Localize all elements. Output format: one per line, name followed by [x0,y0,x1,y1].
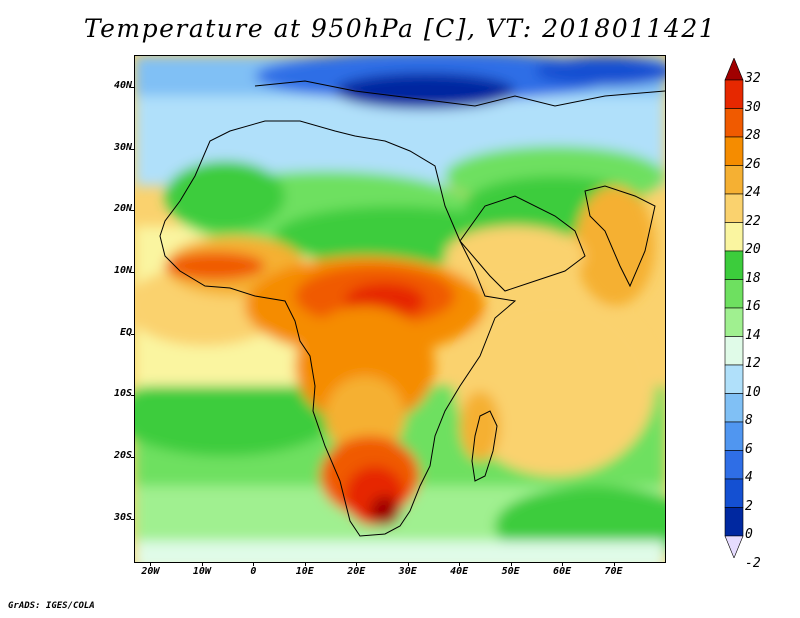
lon-tick-mark [407,562,409,566]
lon-tick-label: 30E [398,566,417,577]
colorbar-swatch [724,450,744,480]
colorbar-level-label: 0 [745,527,753,542]
lon-tick-label: 60E [553,566,572,577]
lon-tick-mark [201,562,203,566]
lon-tick-label: 20E [347,566,366,577]
lat-tick-label: 10N [113,264,132,276]
colorbar-level-label: 14 [745,327,761,343]
colorbar-level-label: 12 [745,356,761,371]
lat-tick-label: 30S [113,511,132,523]
colorbar-level-label: 32 [745,71,761,86]
lon-tick-label: 0 [250,566,257,577]
colorbar-level-label: 28 [745,128,761,143]
lat-tick-mark [131,457,135,459]
lat-tick-mark [131,86,135,88]
lon-tick-mark [304,562,306,566]
colorbar-level-label: 20 [745,242,761,257]
lat-tick-mark [131,210,135,212]
colorbar-level-label: 24 [745,185,761,200]
colorbar-swatch [724,478,744,508]
colorbar-swatch [724,58,744,81]
temperature-field [135,56,665,562]
lon-tick-mark [613,562,615,566]
lon-tick-label: 10W [192,566,211,577]
chart-title: Temperature at 950hPa [C], VT: 201801142… [83,14,717,43]
lon-tick-mark [356,562,358,566]
colorbar-swatch [724,165,744,195]
colorbar-level-label: 18 [745,270,761,286]
temperature-map [134,55,666,563]
colorbar-swatch [724,136,744,166]
colorbar-level-label: 16 [745,299,761,314]
colorbar-swatch [724,535,744,558]
lat-tick-label: 20S [113,450,132,462]
colorbar-swatch [724,193,744,223]
lon-tick-label: 40E [450,566,469,577]
lat-tick-label: EQ [119,326,132,338]
lon-tick-label: 50E [501,566,520,577]
lat-tick-label: 40N [113,79,132,91]
lat-tick-mark [131,148,135,150]
lon-tick-mark [150,562,152,566]
colorbar-swatch [724,250,744,280]
colorbar-level-label: 22 [745,213,761,229]
lat-tick-label: 10S [113,388,132,400]
colorbar-swatch [724,336,744,366]
colorbar-level-label: 26 [745,156,761,172]
lat-tick-mark [131,333,135,335]
colorbar-swatch [724,364,744,394]
colorbar-swatch [724,393,744,423]
lon-tick-label: 10E [295,566,314,577]
lat-tick-mark [131,395,135,397]
colorbar-level-label: 4 [745,470,753,485]
colorbar-swatch [724,222,744,252]
colorbar-level-label: -2 [745,555,761,571]
lat-tick-label: 20N [113,203,132,215]
colorbar-swatch [724,279,744,309]
colorbar-swatch [724,79,744,109]
colorbar [724,58,744,558]
grads-credit: GrADS: IGES/COLA [8,601,95,611]
lon-tick-label: 20W [141,566,160,577]
colorbar-level-label: 10 [745,384,761,400]
coastline-outlines [159,80,665,537]
colorbar-swatch [724,507,744,537]
lat-tick-mark [131,518,135,520]
colorbar-level-label: 2 [745,498,753,514]
lat-tick-label: 30N [113,141,132,153]
colorbar-level-label: 30 [745,99,761,115]
lon-tick-mark [459,562,461,566]
lon-tick-mark [253,562,255,566]
colorbar-swatch [724,421,744,451]
colorbar-swatch [724,307,744,337]
colorbar-level-label: 6 [745,441,753,457]
colorbar-swatch [724,108,744,138]
map-canvas [135,56,665,562]
lon-tick-label: 70E [604,566,623,577]
lat-tick-mark [131,271,135,273]
colorbar-level-label: 8 [745,413,753,428]
lon-tick-mark [510,562,512,566]
lon-tick-mark [562,562,564,566]
